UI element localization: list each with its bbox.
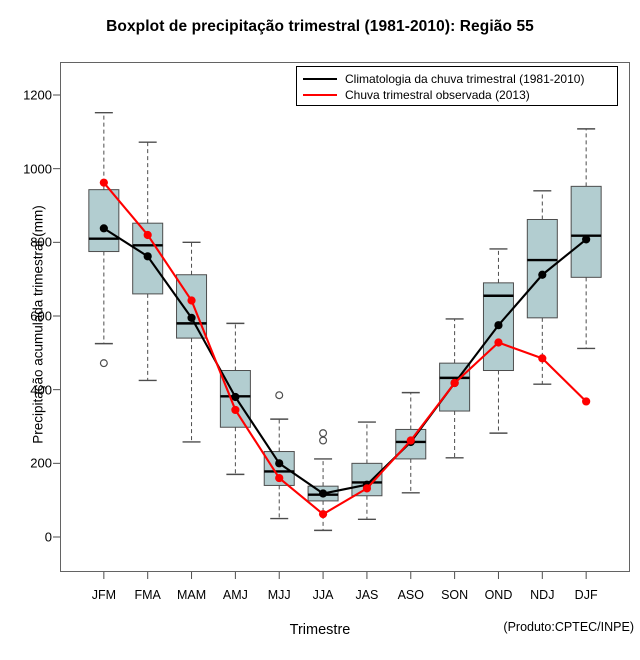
chart-title: Boxplot de precipitação trimestral (1981…: [106, 18, 534, 35]
x-tick-label-aso: ASO: [397, 588, 424, 602]
legend-swatch-black: [303, 78, 337, 80]
x-tick-label-djf: DJF: [574, 588, 598, 602]
series-point-observada: [406, 436, 415, 445]
y-tick-label: 200: [30, 455, 52, 471]
x-tick-label-ndj: NDJ: [530, 588, 555, 602]
series-point-observada: [275, 473, 284, 483]
series-point-observada: [187, 296, 196, 305]
series-point-climatologia: [494, 321, 503, 330]
y-tick-label: 800: [30, 234, 52, 250]
legend-label-climatologia: Climatologia da chuva trimestral (1981-2…: [345, 72, 585, 86]
legend-label-observada: Chuva trimestral observada (2013): [345, 88, 530, 102]
y-tick-label: 1200: [23, 87, 52, 103]
x-tick-label-mam: MAM: [176, 588, 207, 602]
x-tick-label-fma: FMA: [134, 588, 161, 602]
x-tick-label-jja: JJA: [312, 588, 334, 602]
series-point-climatologia: [143, 252, 152, 261]
y-tick-label: 400: [30, 382, 52, 398]
box-djf: [570, 185, 602, 278]
credit-label: (Produto:CPTEC/INPE): [503, 620, 634, 634]
series-point-observada: [318, 510, 328, 519]
series-point-observada: [538, 354, 547, 363]
x-tick-label-jas: JAS: [355, 588, 379, 602]
series-point-observada: [494, 338, 503, 347]
box-jfm: [88, 189, 120, 253]
legend-item-climatologia: Climatologia da chuva trimestral (1981-2…: [303, 71, 611, 87]
series-line-observada: [102, 181, 588, 516]
chart-legend: Climatologia da chuva trimestral (1981-2…: [296, 66, 618, 106]
x-tick-label-amj: AMJ: [222, 588, 248, 602]
x-tick-label-jfm: JFM: [91, 588, 116, 602]
series-point-climatologia: [275, 459, 284, 468]
series-point-climatologia: [231, 392, 240, 402]
series-point-observada: [582, 397, 591, 406]
series-point-climatologia: [187, 313, 196, 322]
series-point-climatologia: [582, 235, 591, 244]
y-tick-label: 0: [44, 529, 52, 545]
series-point-climatologia: [538, 270, 547, 279]
series-point-climatologia: [318, 489, 328, 498]
y-tick-label: 600: [30, 308, 52, 324]
series-point-observada: [231, 405, 240, 415]
x-axis-title: Trimestre: [289, 622, 351, 638]
outlier-point: [319, 429, 328, 438]
outlier-point: [319, 436, 328, 445]
series-point-observada: [362, 484, 372, 493]
series-line-climatologia: [102, 227, 588, 495]
box-ndj: [526, 218, 558, 319]
x-tick-label-ond: OND: [484, 588, 513, 602]
y-tick-label: 1000: [23, 161, 52, 177]
x-tick-label-son: SON: [441, 588, 469, 602]
series-point-observada: [450, 378, 459, 388]
outlier-point: [275, 391, 284, 400]
series-point-observada: [99, 178, 108, 187]
legend-item-observada: Chuva trimestral observada (2013): [303, 87, 611, 103]
series-point-observada: [143, 230, 152, 240]
legend-swatch-red: [303, 94, 337, 96]
outlier-point: [99, 359, 108, 368]
x-tick-label-mjj: MJJ: [267, 588, 291, 602]
series-point-climatologia: [99, 224, 108, 233]
